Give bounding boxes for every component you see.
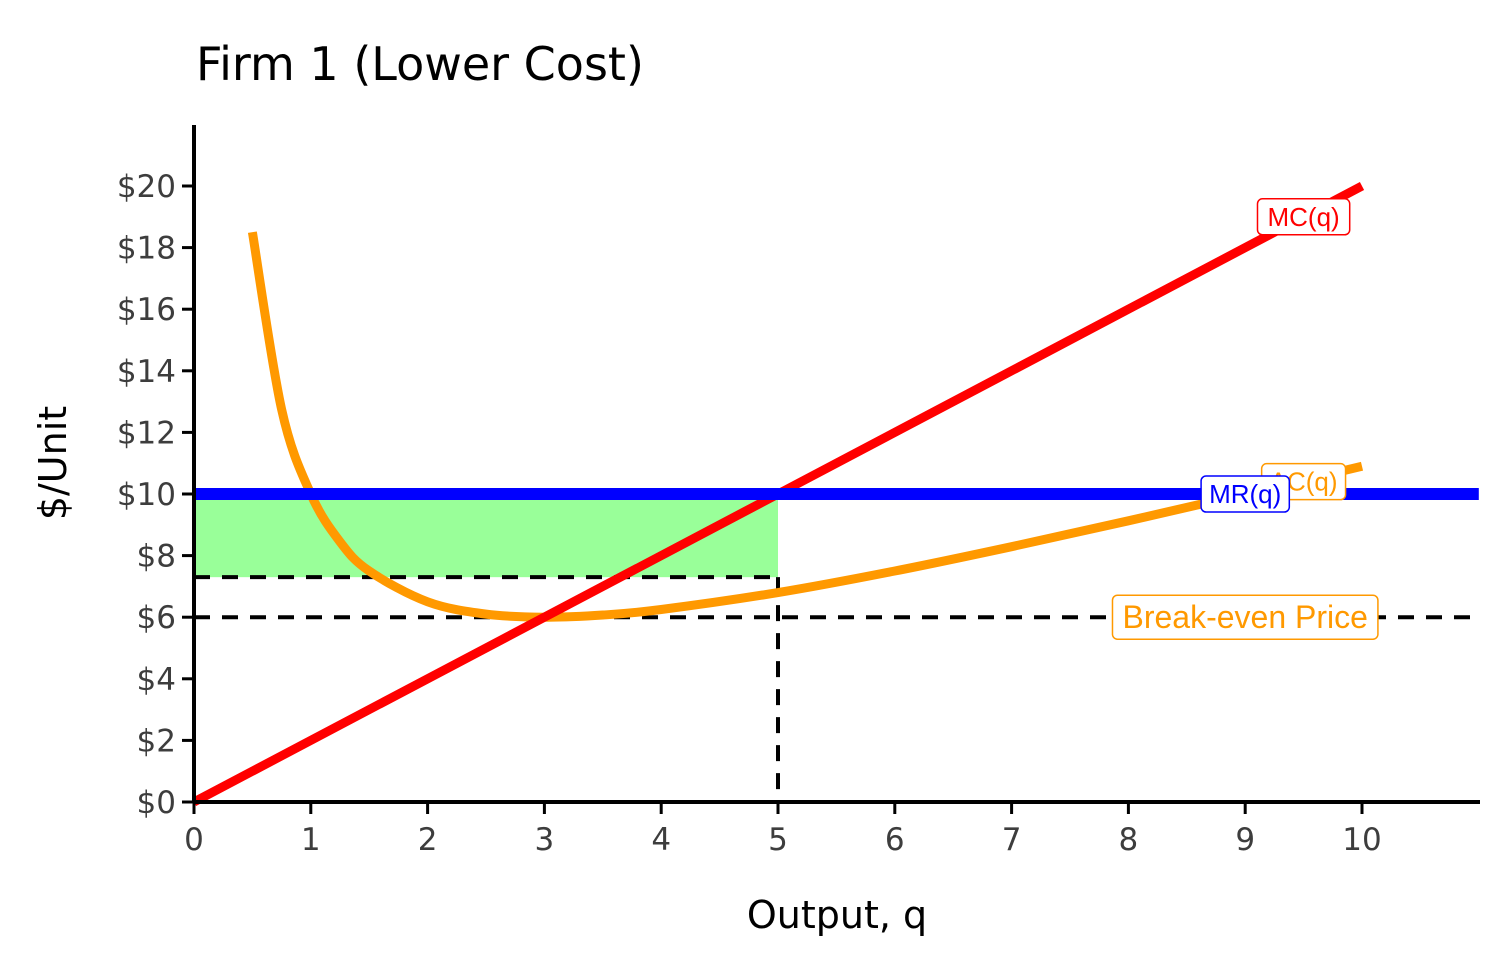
x-tick-label: 5 <box>768 822 788 858</box>
y-tick-label: $2 <box>137 723 176 759</box>
x-tick-label: 0 <box>184 822 204 858</box>
chart-title: Firm 1 (Lower Cost) <box>196 37 644 91</box>
y-axis-title: $/Unit <box>31 406 75 520</box>
svg-text:MR(q): MR(q) <box>1209 479 1281 509</box>
y-tick-label: $4 <box>137 662 176 698</box>
x-tick-label: 6 <box>885 822 905 858</box>
y-tick-label: $6 <box>137 600 176 636</box>
x-tick-label: 7 <box>1002 822 1022 858</box>
y-tick-label: $10 <box>117 477 176 513</box>
axes: 0 1 2 3 4 5 6 7 8 9 10 $0 $2 $4 $6 $8 $10 $12 $14 $16 $18 $20 <box>117 125 1480 858</box>
y-tick-label: $20 <box>117 169 176 205</box>
x-tick-label: 3 <box>535 822 555 858</box>
x-tick-label: 8 <box>1119 822 1139 858</box>
x-tick-label: 1 <box>301 822 321 858</box>
x-tick-label: 2 <box>418 822 438 858</box>
y-tick-label: $8 <box>137 539 176 575</box>
svg-text:Break-even Price: Break-even Price <box>1122 599 1367 635</box>
label-mc-q-: MC(q) <box>1256 198 1351 236</box>
svg-text:MC(q): MC(q) <box>1267 202 1339 232</box>
y-tick-label: $12 <box>117 415 176 451</box>
label-mr-q-: MR(q) <box>1200 475 1291 513</box>
label-break-even-price: Break-even Price <box>1111 594 1379 640</box>
x-axis-title: Output, q <box>747 893 927 937</box>
y-tick-label: $18 <box>117 231 176 267</box>
x-tick-label: 4 <box>651 822 671 858</box>
profit-region <box>194 494 778 578</box>
x-tick-label: 9 <box>1235 822 1255 858</box>
x-tick-label: 10 <box>1342 822 1381 858</box>
y-tick-label: $0 <box>137 785 176 821</box>
curve-labels: MC(q)AC(q)MR(q)Break-even Price <box>1111 198 1379 640</box>
y-tick-label: $16 <box>117 292 176 328</box>
y-tick-label: $14 <box>117 354 176 390</box>
